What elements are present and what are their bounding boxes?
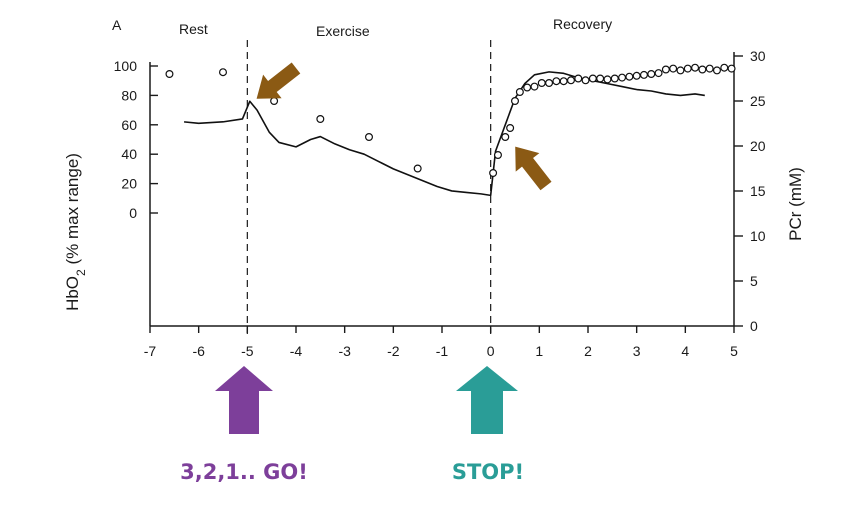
y-tick-label: 20 [121,176,137,192]
pcr-point [676,66,685,75]
x-tick-label: -2 [387,343,400,359]
pcr-point [537,78,546,87]
go-arrow-icon [215,366,273,434]
section-label-recovery: Recovery [553,16,612,32]
pcr-point [501,133,510,142]
pcr-point [727,64,736,73]
pcr-point [603,75,612,84]
y2-tick-label: 0 [750,318,758,334]
x-tick-label: 3 [633,343,641,359]
left-y-ticks: 0 20 40 60 80 100 [114,58,158,221]
y2-tick-label: 15 [750,183,766,199]
section-label-exercise: Exercise [316,23,370,39]
pcr-point [669,64,678,73]
x-tick-label: -3 [338,343,351,359]
pcr-point [511,96,520,105]
x-tick-label: 1 [535,343,543,359]
x-tick-label: -4 [290,343,303,359]
y2-tick-label: 10 [750,228,766,244]
pcr-point [625,72,634,81]
y-tick-label: 100 [114,58,138,74]
pcr-recovery-arrow-icon [515,146,552,191]
pcr-point [618,73,627,82]
y-axis-label: HbO2 (% max range) [63,153,88,311]
panel-label: A [112,17,122,33]
y-tick-label: 60 [121,117,137,133]
pcr-point [523,83,532,92]
pcr-point [270,96,279,105]
pcr-point [698,65,707,74]
pcr-point [596,74,605,83]
pcr-point [712,66,721,75]
y2-tick-label: 25 [750,93,766,109]
x-tick-label: 5 [730,343,738,359]
pcr-point [545,78,554,87]
pcr-point [515,87,524,96]
go-label: 3,2,1.. GO! [180,460,308,484]
pcr-point [647,69,656,78]
pcr-point [316,114,325,123]
y-tick-label: 80 [121,87,137,103]
pcr-point [365,133,374,142]
pcr-point [530,82,539,91]
pcr-point [720,63,729,72]
pcr-point [639,70,648,79]
plot-series [165,63,736,197]
pcr-point [691,63,700,72]
y2-axis-label: PCr (mM) [786,167,805,241]
stop-arrow-icon [456,366,518,434]
event-markers [246,40,492,334]
pcr-point [552,77,561,86]
pcr-point [654,69,663,78]
pcr-point [661,65,670,74]
x-tick-label: -7 [144,343,157,359]
section-label-rest: Rest [179,21,208,37]
y-tick-label: 40 [121,146,137,162]
right-y-ticks: 0 5 10 15 20 25 30 [734,48,766,334]
hbo2-peak-arrow-icon [256,62,301,99]
y-tick-label: 0 [129,205,137,221]
x-tick-label: -5 [241,343,254,359]
y2-tick-label: 30 [750,48,766,64]
hbo2-line [183,71,705,197]
pcr-point [581,76,590,85]
pcr-point [493,151,502,160]
x-tick-label: -6 [192,343,205,359]
stop-label: STOP! [452,460,524,484]
pcr-point [683,64,692,73]
x-ticks: -7 -6 -5 -4 -3 -2 -1 0 1 2 3 4 5 [144,326,738,359]
pcr-point [165,69,174,78]
pcr-point [588,74,597,83]
pcr-point [559,77,568,86]
y2-tick-label: 5 [750,273,758,289]
x-tick-label: 2 [584,343,592,359]
pcr-point [413,164,422,173]
pcr-point [566,76,575,85]
pcr-point [705,64,714,73]
pcr-point [632,71,641,80]
y2-tick-label: 20 [750,138,766,154]
x-tick-label: 4 [681,343,689,359]
x-tick-label: 0 [487,343,495,359]
pcr-point [506,123,515,132]
pcr-point [610,74,619,83]
pcr-point [489,169,498,178]
pcr-point [219,68,228,77]
pcr-point [574,74,583,83]
x-tick-label: -1 [436,343,449,359]
